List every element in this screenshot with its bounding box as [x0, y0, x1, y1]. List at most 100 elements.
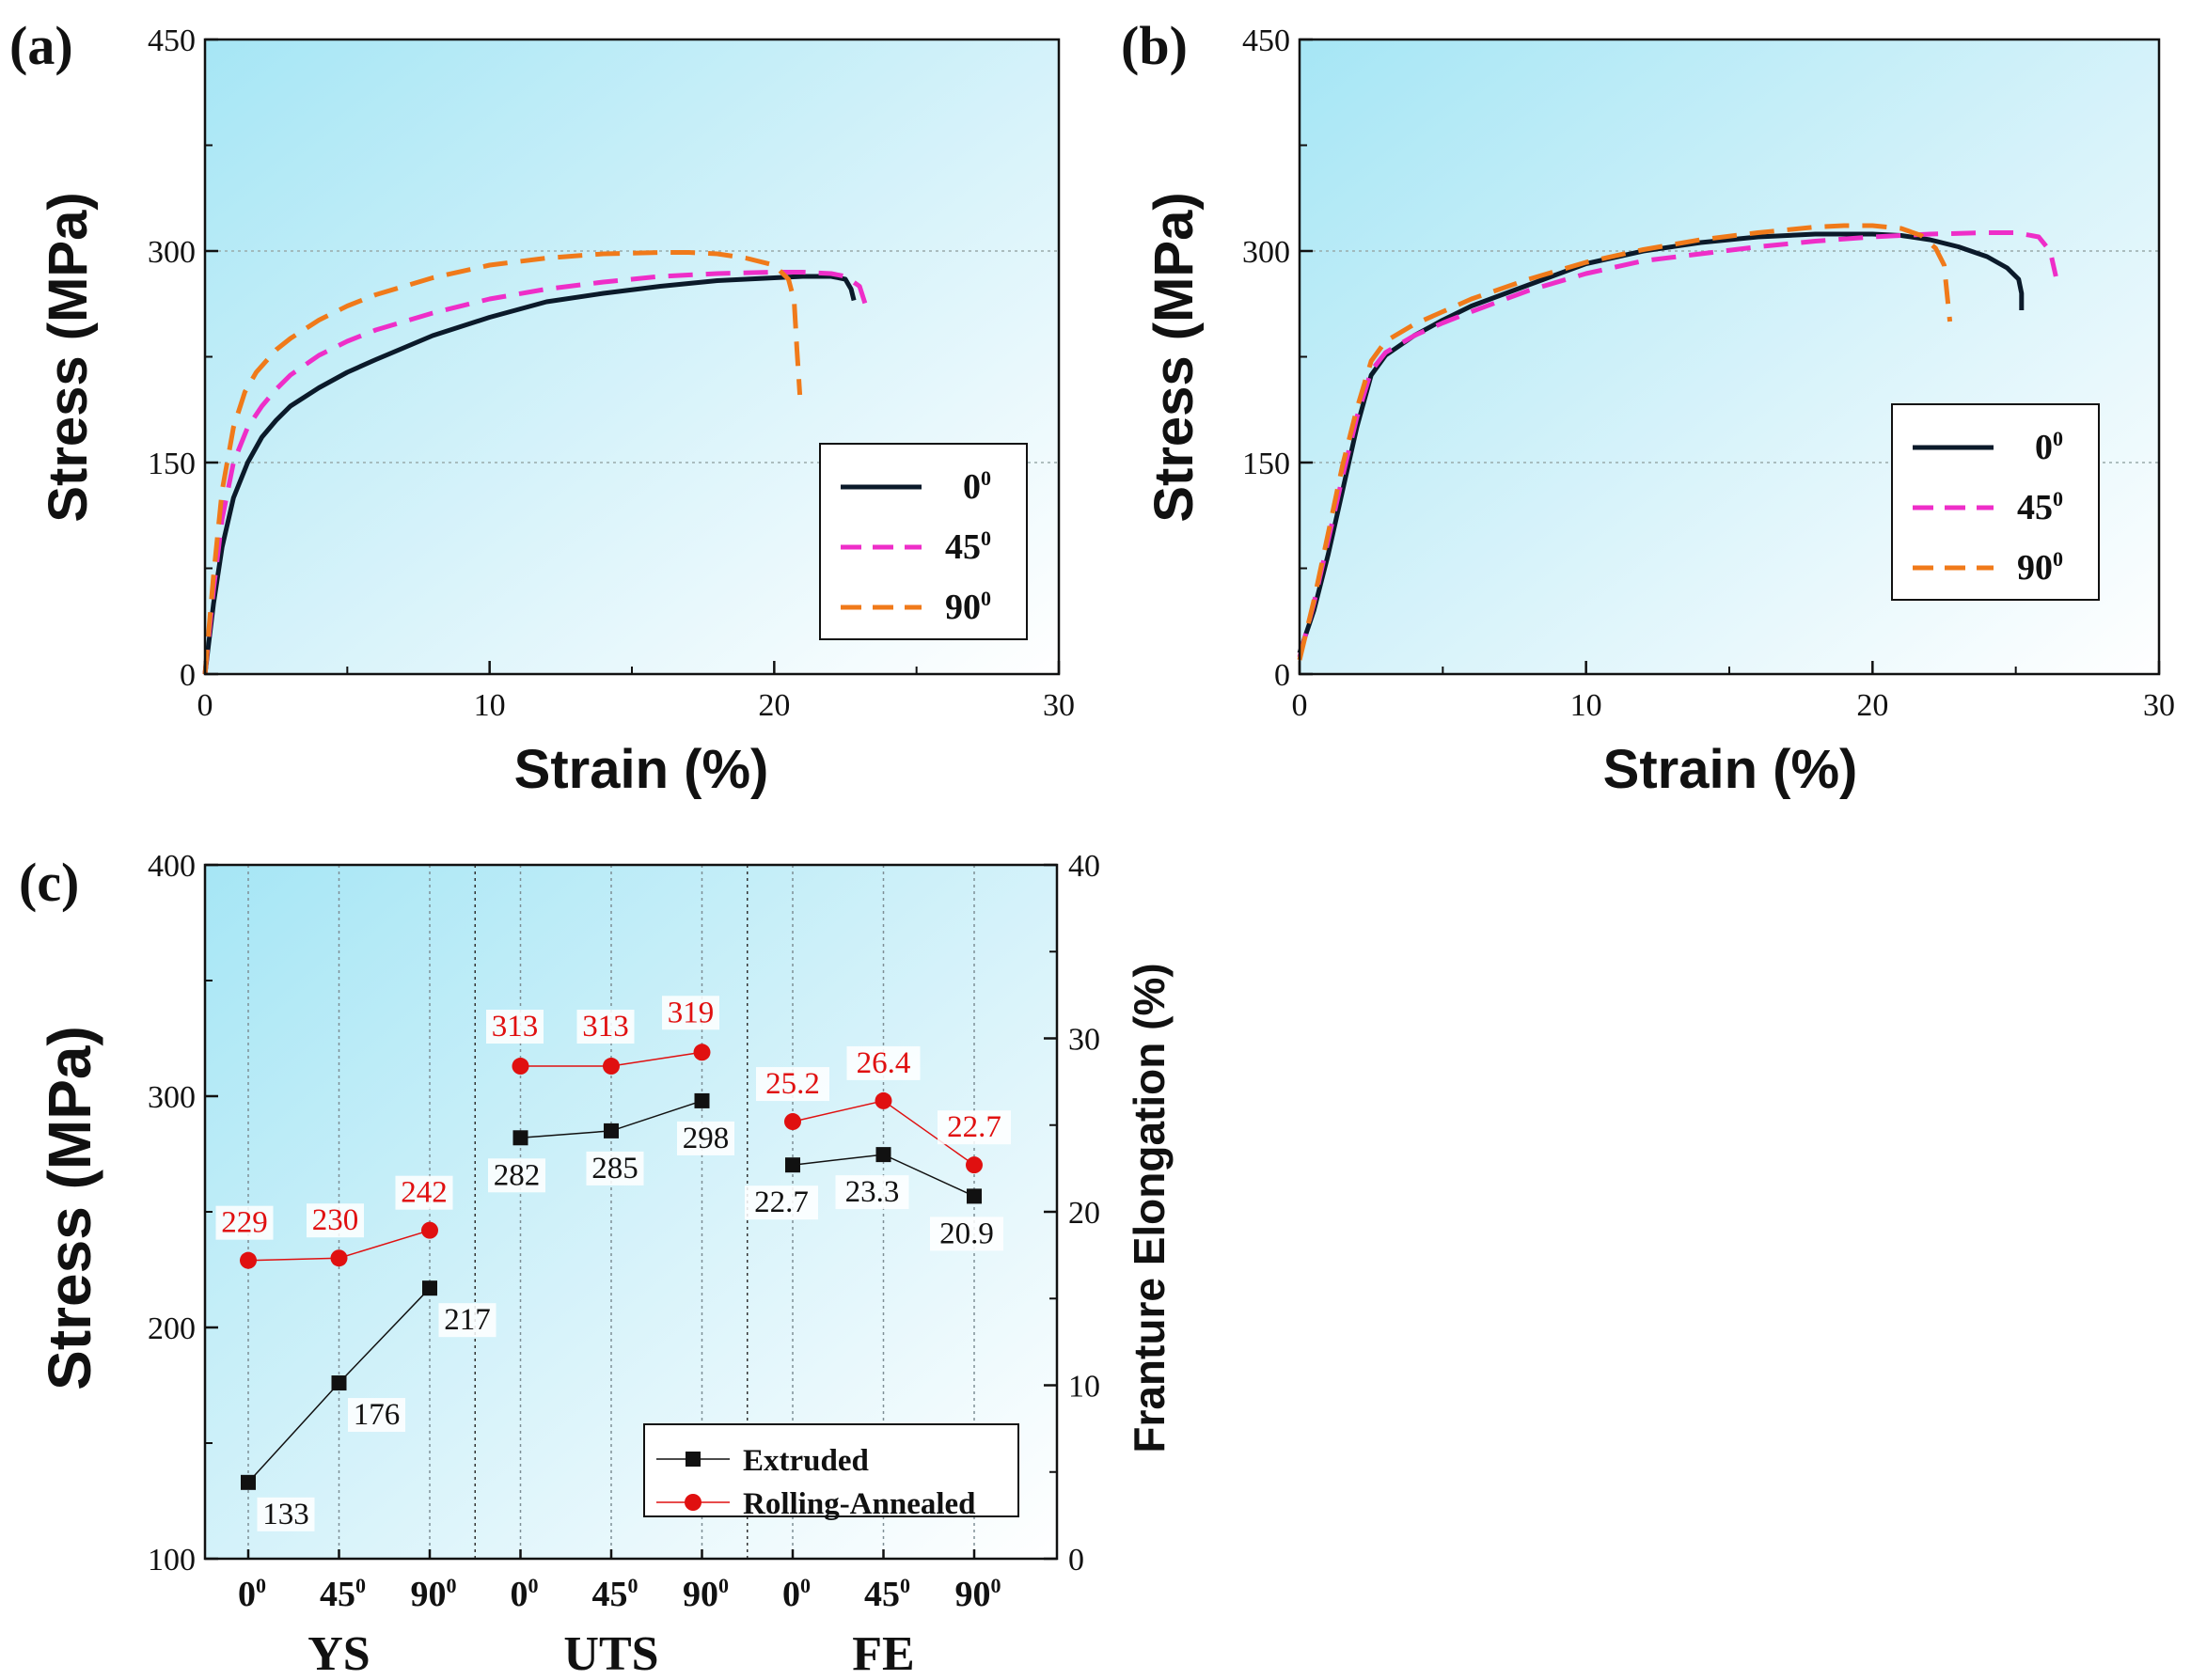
- marker-Rolling-Annealed: [330, 1249, 348, 1267]
- legend-label-Rolling-Annealed: Rolling-Annealed: [743, 1487, 976, 1521]
- x-tick-label: 10: [1570, 688, 1602, 723]
- y-tick-label: 100: [148, 1543, 196, 1578]
- data-label-bg: [662, 996, 719, 1030]
- legend-label-90-superscript: 0: [2053, 547, 2063, 571]
- marker-Rolling-Annealed: [784, 1113, 801, 1131]
- series-line-90: [202, 250, 803, 675]
- marker-Rolling-Annealed: [603, 1058, 620, 1076]
- marker-Extruded: [604, 1123, 619, 1138]
- marker-Extruded: [785, 1157, 800, 1173]
- plot-a-ylabel: Stress (MPa): [38, 192, 99, 522]
- x-tick-label: 0: [197, 688, 213, 723]
- x-tick-label: 0: [1292, 688, 1308, 723]
- marker-Rolling-Annealed: [875, 1091, 892, 1109]
- marker-Extruded: [241, 1474, 256, 1490]
- legend-label-45: 450: [2017, 487, 2063, 527]
- category-label-4-value: 45: [592, 1575, 628, 1614]
- legend-swatch-marker-Extruded: [686, 1452, 701, 1467]
- category-label-0-value: 0: [238, 1575, 256, 1614]
- data-label-Extruded: 22.7: [754, 1185, 809, 1219]
- category-label-8-value: 90: [955, 1575, 991, 1614]
- data-label-Rolling-Annealed: 229: [221, 1206, 268, 1240]
- legend-label-90-value: 90: [2017, 548, 2053, 588]
- legend-a-box: [819, 443, 1028, 640]
- data-label-bg: [395, 1175, 453, 1210]
- plot-b-ylabel: Stress (MPa): [1143, 192, 1205, 522]
- data-label-bg: [835, 1175, 909, 1210]
- data-label-bg: [486, 1010, 544, 1044]
- x-tick-label: 20: [1856, 688, 1888, 723]
- category-label-3-superscript: 0: [528, 1574, 539, 1597]
- panel-c-label: (c): [19, 852, 79, 913]
- marker-Rolling-Annealed: [512, 1058, 529, 1076]
- y-tick-label: 0: [1274, 658, 1290, 693]
- group-label-UTS: UTS: [563, 1627, 658, 1680]
- category-label-6-superscript: 0: [800, 1574, 811, 1597]
- category-label-1-superscript: 0: [355, 1574, 366, 1597]
- category-label-4-superscript: 0: [628, 1574, 638, 1597]
- legend-label-0: 00: [963, 466, 991, 507]
- data-label-Rolling-Annealed: 26.4: [857, 1046, 911, 1080]
- category-label-1-value: 45: [320, 1575, 355, 1614]
- y-tick-label: 200: [148, 1311, 196, 1346]
- marker-Extruded: [967, 1188, 982, 1204]
- group-label-FE: FE: [852, 1627, 914, 1680]
- marker-Rolling-Annealed: [966, 1156, 983, 1174]
- y-tick-label: 300: [148, 1080, 196, 1115]
- y2-tick-label: 10: [1068, 1370, 1100, 1405]
- category-label-1: 450: [320, 1574, 366, 1614]
- legend-label-45: 450: [945, 526, 991, 567]
- y-tick-label: 450: [148, 24, 196, 58]
- data-label-bg: [745, 1185, 818, 1220]
- data-label-Extruded: 298: [683, 1122, 730, 1155]
- y2-tick-label: 30: [1068, 1023, 1100, 1058]
- data-label-Rolling-Annealed: 230: [312, 1203, 359, 1237]
- y2-tick-label: 0: [1068, 1543, 1084, 1578]
- category-label-3-value: 0: [511, 1575, 528, 1614]
- data-label-bg: [257, 1497, 315, 1531]
- category-label-7-superscript: 0: [900, 1574, 910, 1597]
- legend-label-0: 00: [2035, 427, 2063, 467]
- category-label-8: 900: [955, 1574, 1001, 1614]
- plot-a-xlabel: Strain (%): [514, 739, 769, 800]
- legend-label-Extruded: Extruded: [743, 1444, 869, 1478]
- category-label-0-superscript: 0: [256, 1574, 266, 1597]
- data-label-Extruded: 217: [444, 1303, 491, 1337]
- marker-Extruded: [422, 1280, 437, 1296]
- x-tick-label: 30: [1043, 688, 1075, 723]
- y-tick-label: 0: [180, 658, 196, 693]
- category-label-5-value: 90: [683, 1575, 718, 1614]
- data-label-bg: [215, 1205, 274, 1240]
- y2-tick-label: 20: [1068, 1196, 1100, 1231]
- series-line-0: [202, 274, 857, 675]
- data-label-Rolling-Annealed: 22.7: [947, 1110, 1001, 1144]
- x-tick-label: 30: [2143, 688, 2175, 723]
- data-label-Extruded: 285: [591, 1152, 638, 1185]
- category-label-6: 00: [782, 1574, 811, 1614]
- category-label-2-superscript: 0: [447, 1574, 457, 1597]
- category-label-7: 450: [864, 1574, 910, 1614]
- series-line-45: [202, 270, 871, 675]
- legend-label-0-value: 0: [963, 467, 981, 507]
- y-tick-label: 450: [1242, 24, 1290, 58]
- legend-label-0-superscript: 0: [981, 466, 991, 490]
- y-tick-label: 400: [148, 849, 196, 884]
- data-label-bg: [348, 1398, 405, 1433]
- y-tick-label: 300: [1242, 235, 1290, 270]
- data-label-bg: [846, 1045, 921, 1080]
- marker-Extruded: [875, 1147, 891, 1163]
- category-label-6-value: 0: [782, 1575, 800, 1614]
- plot-c-y2label: Franture Elongation (%): [1125, 963, 1174, 1452]
- data-label-Extruded: 23.3: [845, 1175, 900, 1209]
- legend-b-box: [1891, 403, 2100, 601]
- series-line-90: [1297, 223, 1953, 661]
- category-label-5: 900: [683, 1574, 729, 1614]
- marker-Extruded: [694, 1092, 710, 1108]
- legend-swatch-marker-Rolling-Annealed: [685, 1494, 701, 1511]
